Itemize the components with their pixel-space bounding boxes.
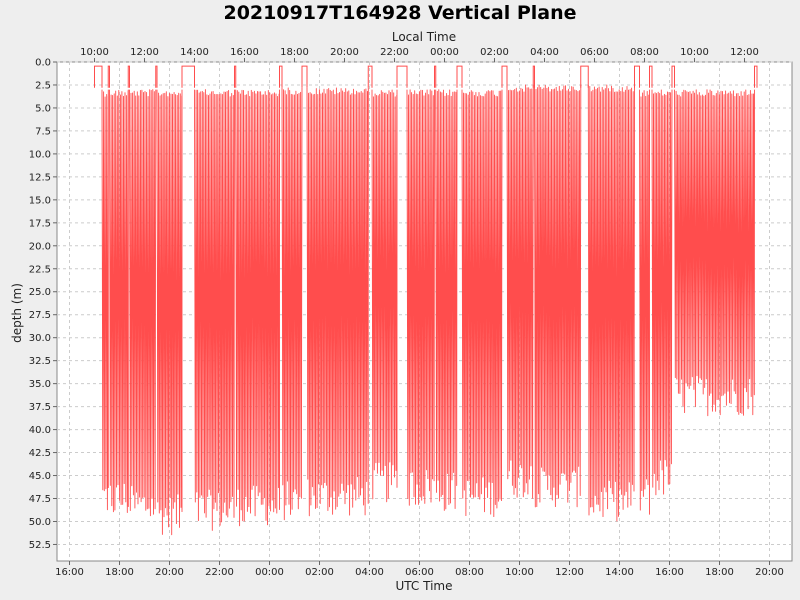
surface-interval bbox=[649, 65, 653, 88]
dive-segment bbox=[534, 84, 582, 508]
surface-interval bbox=[181, 65, 195, 88]
dive-segment bbox=[281, 87, 303, 521]
x-tick-label: 18:00 bbox=[705, 567, 734, 578]
y-tick-label: 32.5 bbox=[29, 356, 51, 367]
y-tick-label: 35.0 bbox=[29, 379, 51, 390]
surface-interval bbox=[671, 65, 675, 88]
dive-segment bbox=[674, 89, 755, 417]
x2-tick-label: 12:00 bbox=[130, 47, 159, 58]
x2-tick-label: 02:00 bbox=[480, 47, 509, 58]
x-tick-label: 16:00 bbox=[55, 567, 84, 578]
y-tick-label: 10.0 bbox=[29, 149, 51, 160]
dive-segment bbox=[639, 89, 650, 515]
surface-interval bbox=[94, 65, 103, 88]
y-tick-label: 50.0 bbox=[29, 517, 51, 528]
surface-interval bbox=[456, 65, 463, 88]
dive-segment bbox=[194, 89, 235, 531]
y-axis: 0.0 2.5 5.0 7.5 10.0 12.5 15.0 17.5 20.0 22.5 25.0… bbox=[29, 58, 57, 551]
surface-interval bbox=[396, 65, 408, 88]
x-tick-label: 06:00 bbox=[405, 567, 434, 578]
y-tick-label: 15.0 bbox=[29, 195, 51, 206]
y-axis-label: depth (m) bbox=[10, 283, 24, 343]
y-tick-label: 25.0 bbox=[29, 287, 51, 298]
surface-interval bbox=[501, 65, 508, 88]
x2-tick-label: 14:00 bbox=[180, 47, 209, 58]
y-tick-label: 22.5 bbox=[29, 264, 51, 275]
surface-interval bbox=[234, 65, 237, 88]
x-tick-label: 20:00 bbox=[155, 567, 184, 578]
y-tick-label: 5.0 bbox=[35, 103, 51, 114]
x2-tick-label: 18:00 bbox=[280, 47, 309, 58]
dive-segment bbox=[406, 89, 435, 506]
dive-segment bbox=[156, 89, 183, 536]
y-tick-label: 7.5 bbox=[35, 126, 51, 137]
x2-axis-label: Local Time bbox=[392, 30, 456, 44]
surface-interval bbox=[301, 65, 308, 88]
x-tick-label: 18:00 bbox=[105, 567, 134, 578]
y-tick-label: 37.5 bbox=[29, 402, 51, 413]
x2-axis: 10:00 12:00 14:00 16:00 18:00 20:00 22:00 00:00… bbox=[80, 47, 759, 62]
surface-interval bbox=[107, 65, 110, 88]
x2-tick-label: 12:00 bbox=[730, 47, 759, 58]
y-tick-label: 30.0 bbox=[29, 333, 51, 344]
depth-series bbox=[94, 65, 758, 536]
x2-tick-label: 10:00 bbox=[680, 47, 709, 58]
x2-tick-label: 00:00 bbox=[430, 47, 459, 58]
dive-segment bbox=[109, 89, 129, 513]
x-tick-label: 22:00 bbox=[205, 567, 234, 578]
x2-tick-label: 16:00 bbox=[230, 47, 259, 58]
dive-segment bbox=[235, 89, 280, 527]
x-tick-label: 04:00 bbox=[355, 567, 384, 578]
x-tick-label: 14:00 bbox=[605, 567, 634, 578]
dive-segment bbox=[506, 84, 534, 499]
surface-interval bbox=[634, 65, 640, 88]
y-tick-label: 0.0 bbox=[35, 58, 51, 69]
y-tick-label: 20.0 bbox=[29, 241, 51, 252]
x2-tick-label: 22:00 bbox=[380, 47, 409, 58]
x2-tick-label: 10:00 bbox=[80, 47, 109, 58]
surface-interval bbox=[754, 65, 758, 88]
x-tick-label: 20:00 bbox=[755, 567, 784, 578]
y-tick-label: 45.0 bbox=[29, 471, 51, 482]
surface-interval bbox=[367, 65, 373, 88]
x-axis-label: UTC Time bbox=[396, 579, 453, 593]
dive-segment bbox=[306, 87, 369, 517]
surface-interval bbox=[532, 65, 535, 88]
y-tick-label: 12.5 bbox=[29, 172, 51, 183]
y-tick-label: 27.5 bbox=[29, 310, 51, 321]
x-axis: 16:00 18:00 20:00 22:00 00:00 02:00 04:00 06:00… bbox=[55, 561, 784, 578]
dive-segment bbox=[435, 89, 458, 511]
x-tick-label: 10:00 bbox=[505, 567, 534, 578]
y-tick-label: 52.5 bbox=[29, 540, 51, 551]
x-tick-label: 02:00 bbox=[305, 567, 334, 578]
y-tick-label: 17.5 bbox=[29, 218, 51, 229]
surface-interval bbox=[279, 65, 283, 88]
y-tick-label: 42.5 bbox=[29, 448, 51, 459]
x2-tick-label: 20:00 bbox=[330, 47, 359, 58]
dive-segment bbox=[587, 84, 635, 522]
y-tick-label: 47.5 bbox=[29, 494, 51, 505]
dive-segment bbox=[129, 89, 157, 517]
x-tick-label: 16:00 bbox=[655, 567, 684, 578]
dive-segment bbox=[651, 89, 673, 496]
y-tick-label: 2.5 bbox=[35, 80, 51, 91]
y-tick-label: 40.0 bbox=[29, 425, 51, 436]
surface-interval bbox=[434, 65, 437, 88]
dive-segment bbox=[461, 89, 503, 518]
surface-interval bbox=[580, 65, 589, 88]
x2-tick-label: 04:00 bbox=[530, 47, 559, 58]
x-tick-label: 12:00 bbox=[555, 567, 584, 578]
surface-interval bbox=[127, 65, 130, 88]
chart-title: 20210917T164928 Vertical Plane bbox=[223, 2, 576, 24]
x2-tick-label: 06:00 bbox=[580, 47, 609, 58]
dive-segment bbox=[371, 89, 398, 503]
x-tick-label: 08:00 bbox=[455, 567, 484, 578]
surface-interval bbox=[155, 65, 158, 88]
dive-segment bbox=[101, 89, 109, 511]
x-tick-label: 00:00 bbox=[255, 567, 284, 578]
x2-tick-label: 08:00 bbox=[630, 47, 659, 58]
